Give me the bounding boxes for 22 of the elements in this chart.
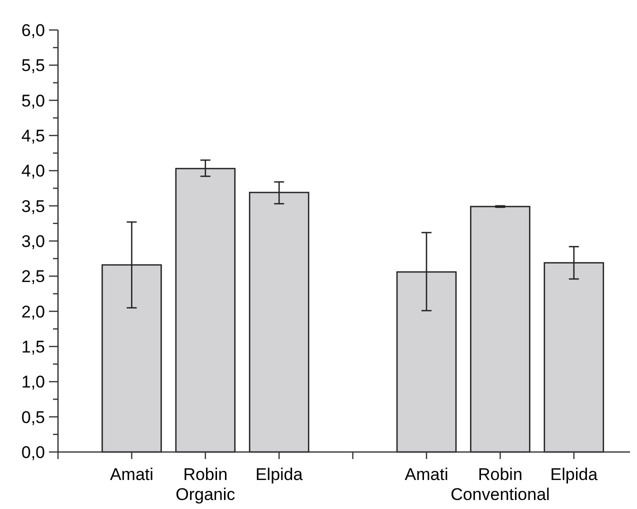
y-tick-label: 3,5 (21, 196, 45, 216)
y-tick-label: 0,5 (21, 408, 45, 427)
y-tick-label: 3,0 (21, 232, 45, 251)
text: Organic (176, 485, 236, 504)
y-tick-label: 1,0 (21, 372, 45, 392)
x-tick-label: Amati (110, 465, 154, 484)
bar (470, 206, 530, 453)
y-tick-label: 2,5 (21, 267, 45, 286)
x-tick-label: Robin (183, 465, 228, 484)
y-tick-label: 6,0 (21, 20, 45, 40)
x-tick-label: Amati (404, 465, 448, 484)
y-tick-label: 5,0 (21, 91, 45, 110)
y-tick-label: 4,0 (21, 162, 45, 181)
x-tick-label: Robin (478, 465, 522, 484)
x-tick-label: Elpida (255, 465, 304, 484)
x-tick-label: Elpida (550, 465, 598, 484)
y-tick-label: 0,0 (21, 442, 45, 462)
y-tick-label: 4,5 (21, 126, 45, 146)
text: Conventional (450, 485, 550, 504)
y-tick-label: 2,0 (21, 302, 45, 322)
y-tick-label: 5,5 (21, 56, 45, 76)
y-tick-label: 1,5 (21, 337, 45, 356)
